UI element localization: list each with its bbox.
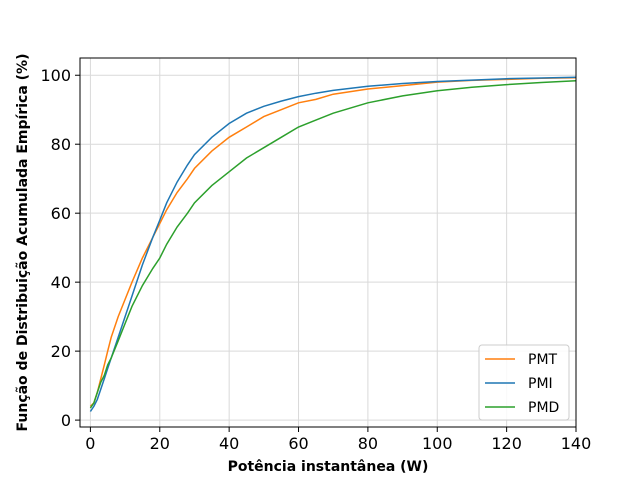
x-tick-label: 120 [491, 434, 522, 453]
series-line-pmi [89, 76, 577, 412]
x-tick-label: 40 [219, 434, 239, 453]
plot-frame [79, 57, 577, 428]
x-axis-title: Potência instantânea (W) [228, 459, 429, 475]
legend: PMT PMI PMD [478, 344, 570, 421]
legend-label-pmi: PMI [528, 376, 553, 392]
axis-ticks: 0 20 40 60 80 100 120 140 0 20 40 60 80 100 [40, 66, 591, 453]
legend-label-pmt: PMT [528, 352, 558, 368]
y-tick-label: 0 [61, 411, 71, 430]
y-tick-label: 80 [51, 135, 71, 154]
y-tick-label: 40 [51, 273, 71, 292]
x-tick-label: 80 [358, 434, 378, 453]
x-tick-label: 100 [422, 434, 453, 453]
y-tick-label: 60 [51, 204, 71, 223]
series-line-pmd [89, 80, 577, 409]
legend-box [478, 344, 570, 421]
x-tick-label: 20 [150, 434, 170, 453]
legend-label-pmd: PMD [528, 400, 559, 416]
x-tick-label: 60 [288, 434, 308, 453]
series-line-pmt [89, 76, 577, 407]
y-tick-label: 100 [40, 66, 71, 85]
y-tick-label: 20 [51, 342, 71, 361]
y-axis-title: Função de Distribuição Acumulada Empíric… [15, 54, 31, 432]
x-tick-label: 140 [561, 434, 592, 453]
series-lines [89, 76, 577, 412]
x-tick-label: 0 [85, 434, 95, 453]
